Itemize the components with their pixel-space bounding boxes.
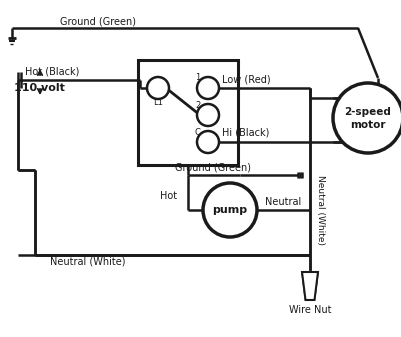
Text: L1: L1: [153, 98, 162, 108]
Text: Neutral (White): Neutral (White): [50, 257, 125, 267]
Circle shape: [196, 131, 219, 153]
Text: 1: 1: [194, 73, 200, 83]
Circle shape: [196, 77, 219, 99]
Text: Hot (Black): Hot (Black): [25, 66, 79, 76]
Text: motor: motor: [349, 120, 385, 130]
Circle shape: [196, 104, 219, 126]
Text: Hi (Black): Hi (Black): [221, 128, 269, 138]
Text: Neutral: Neutral: [264, 197, 300, 207]
Text: pump: pump: [212, 205, 247, 215]
Polygon shape: [301, 272, 317, 300]
Text: Ground (Green): Ground (Green): [60, 16, 136, 26]
Text: Neutral (White): Neutral (White): [316, 175, 325, 245]
Text: Hot: Hot: [160, 191, 177, 201]
Bar: [138, 60, 237, 165]
Text: 2: 2: [194, 101, 200, 111]
Text: Low (Red): Low (Red): [221, 75, 270, 85]
Circle shape: [332, 83, 401, 153]
Text: C: C: [194, 128, 200, 137]
Text: Ground (Green): Ground (Green): [174, 163, 250, 173]
Text: 2-speed: 2-speed: [344, 107, 391, 117]
Circle shape: [203, 183, 256, 237]
Text: Wire Nut: Wire Nut: [288, 305, 330, 315]
Text: 110 volt: 110 volt: [14, 83, 65, 93]
Circle shape: [147, 77, 168, 99]
